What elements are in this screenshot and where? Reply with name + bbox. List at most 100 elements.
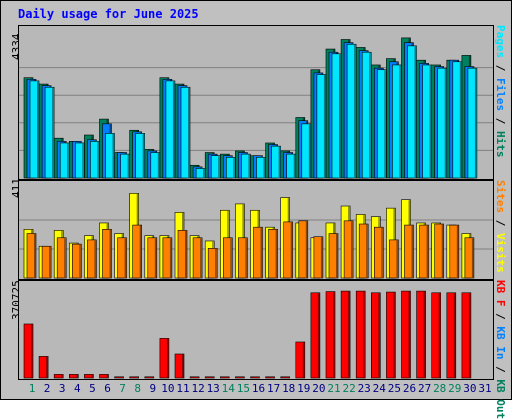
bar-pages-day-23 — [361, 51, 372, 179]
day-label-13: 13 — [206, 382, 220, 395]
bar-pages-day-16 — [256, 157, 266, 179]
bar-kb-f-day-8 — [129, 376, 139, 379]
bar-pages-day-8 — [135, 133, 145, 179]
day-label-25: 25 — [387, 382, 402, 395]
legend-separator: / — [494, 58, 507, 78]
kbytes-chart — [23, 290, 472, 379]
bar-sites-day-3 — [56, 237, 67, 279]
bar-sites-day-2 — [41, 245, 52, 279]
bar-sites-day-11 — [177, 230, 188, 279]
bar-sites-day-25 — [389, 239, 399, 279]
day-label-1: 1 — [28, 382, 36, 395]
day-label-18: 18 — [282, 382, 296, 395]
bar-kb-f-day-6 — [99, 374, 109, 379]
bar-pages-day-11 — [180, 86, 191, 179]
visits-sites-panel — [18, 180, 494, 280]
day-label-12: 12 — [191, 382, 205, 395]
bar-kb-f-day-23 — [355, 290, 366, 379]
bar-sites-day-29 — [449, 224, 460, 279]
bar-kb-f-day-24 — [370, 292, 381, 379]
bar-kb-f-day-9 — [144, 376, 155, 379]
legend-files: Files — [494, 78, 507, 112]
bar-pages-day-18 — [286, 153, 297, 179]
bar-sites-day-27 — [419, 224, 429, 279]
day-label-26: 26 — [402, 382, 417, 395]
bar-sites-day-4 — [71, 243, 82, 279]
day-label-14: 14 — [221, 382, 235, 395]
bar-kb-f-day-17 — [265, 376, 275, 379]
legend-visits: Visits — [494, 233, 507, 273]
bar-kb-f-day-12 — [189, 376, 200, 379]
bar-pages-day-5 — [90, 141, 100, 179]
bar-kb-f-day-1 — [23, 323, 34, 379]
legend-separator: / — [494, 359, 507, 380]
bar-kb-f-day-28 — [431, 292, 442, 379]
day-label-20: 20 — [312, 382, 326, 395]
bar-kb-f-day-5 — [84, 374, 94, 379]
bar-sites-day-30 — [464, 237, 475, 279]
bar-sites-day-16 — [253, 226, 263, 279]
legend-hits: Hits — [494, 131, 507, 158]
bar-pages-day-10 — [165, 80, 176, 179]
day-label-17: 17 — [266, 382, 281, 395]
bar-kb-f-day-26 — [401, 290, 411, 379]
hits-files-pages-legend: Pages / Files / Hits — [494, 25, 507, 178]
bar-pages-day-30 — [467, 67, 478, 179]
legend-kb-f: KB F — [494, 280, 507, 307]
bar-pages-day-2 — [44, 86, 55, 179]
bar-kb-f-day-29 — [446, 292, 457, 379]
bar-pages-day-4 — [74, 142, 85, 179]
legend-pages: Pages — [494, 25, 507, 59]
day-label-16: 16 — [251, 382, 266, 395]
bar-pages-day-28 — [437, 67, 448, 179]
day-label-30: 30 — [463, 382, 477, 395]
bar-sites-day-18 — [283, 221, 294, 279]
day-label-10: 10 — [161, 382, 175, 395]
day-label-28: 28 — [433, 382, 447, 395]
bar-pages-day-21 — [331, 53, 342, 179]
bar-sites-day-21 — [328, 233, 339, 279]
bar-kb-f-day-3 — [53, 374, 64, 379]
bar-pages-day-7 — [120, 153, 130, 179]
bar-kb-f-day-7 — [114, 376, 124, 379]
bar-sites-day-12 — [192, 237, 203, 279]
bar-kb-f-day-11 — [174, 353, 185, 379]
bar-sites-day-8 — [132, 224, 142, 279]
day-label-31: 31 — [478, 382, 492, 395]
bar-kb-f-day-19 — [295, 341, 306, 379]
bar-pages-day-27 — [422, 64, 432, 179]
bar-pages-day-12 — [195, 168, 206, 179]
day-label-11: 11 — [176, 382, 190, 395]
bar-kb-f-day-4 — [68, 374, 79, 379]
legend-kb-in: KB In — [494, 326, 507, 360]
bar-pages-day-29 — [452, 61, 463, 179]
bar-pages-day-17 — [271, 145, 281, 179]
legend-separator: / — [494, 213, 507, 233]
bar-kb-f-day-13 — [204, 376, 215, 379]
chart-title: Daily usage for June 2025 — [18, 7, 199, 21]
legend-separator: / — [494, 306, 507, 327]
bar-sites-day-20 — [313, 236, 324, 279]
bar-sites-day-9 — [147, 237, 158, 279]
bar-pages-day-6 — [105, 133, 115, 179]
bar-pages-day-14 — [226, 157, 236, 179]
kbytes-legend: KB F / KB In / KB Out — [494, 280, 507, 419]
day-label-27: 27 — [417, 382, 432, 395]
bar-pages-day-24 — [376, 69, 387, 179]
bar-pages-day-25 — [392, 64, 402, 179]
bar-pages-day-9 — [150, 152, 161, 179]
bar-sites-day-7 — [117, 237, 127, 279]
bar-sites-day-6 — [102, 229, 112, 279]
bar-sites-day-10 — [162, 237, 173, 279]
bar-sites-day-22 — [343, 220, 354, 279]
bar-sites-day-28 — [434, 223, 445, 279]
day-label-7: 7 — [119, 382, 126, 395]
day-label-19: 19 — [297, 382, 311, 395]
bar-kb-f-day-20 — [310, 292, 321, 379]
bar-sites-day-1 — [26, 233, 37, 279]
day-label-15: 15 — [236, 382, 251, 395]
day-label-9: 9 — [149, 382, 157, 395]
bar-pages-day-26 — [407, 45, 417, 179]
bar-kb-f-day-2 — [38, 356, 49, 379]
day-label-22: 22 — [342, 382, 356, 395]
